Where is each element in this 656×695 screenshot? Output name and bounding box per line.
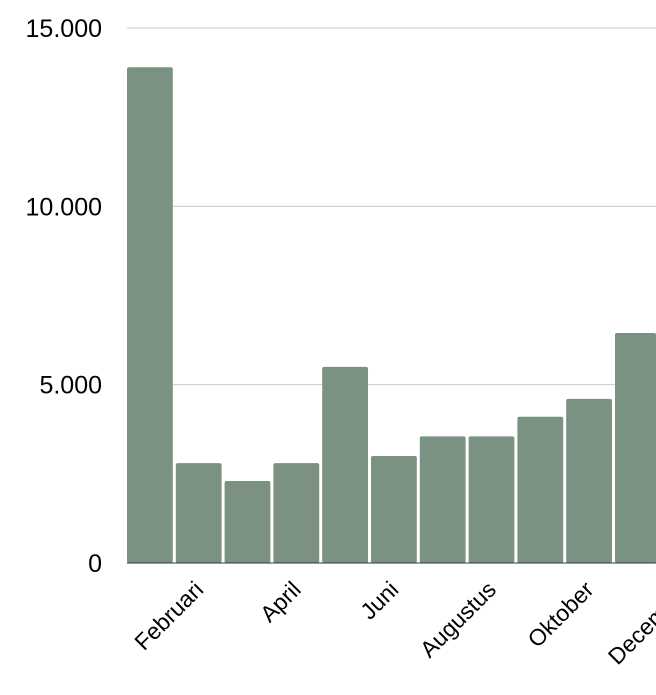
x-tick-label-oktober: Oktober — [522, 576, 598, 652]
bar-april — [273, 463, 320, 563]
x-tick-label-december: December — [603, 576, 656, 670]
bar-juni — [371, 456, 417, 563]
bar-maart — [224, 480, 271, 563]
x-tick-label-april: April — [255, 576, 306, 627]
bar-november — [615, 332, 656, 563]
x-tick-label-augustus: Augustus — [415, 576, 501, 662]
x-tick-label-februari: Februari — [129, 576, 208, 655]
y-tick-label: 15.000 — [26, 15, 102, 43]
bar-juli — [419, 436, 466, 563]
bar-oktober — [566, 398, 612, 563]
bar-september — [517, 416, 564, 563]
bar-februari — [175, 463, 222, 563]
bar-augustus — [468, 436, 515, 563]
bar-mei — [322, 366, 368, 563]
bars — [127, 67, 656, 563]
gridlines — [127, 27, 656, 386]
y-tick-label: 5.000 — [39, 372, 102, 400]
y-axis-tick-labels: 0 5.000 10.000 15.000 — [26, 15, 102, 578]
x-tick-label-juni: Juni — [355, 576, 403, 624]
y-tick-label: 0 — [88, 550, 102, 578]
bar-januari — [127, 67, 173, 563]
y-tick-label: 10.000 — [26, 193, 102, 221]
x-axis-tick-labels: Februari April Juni Augustus Oktober December — [129, 576, 656, 670]
